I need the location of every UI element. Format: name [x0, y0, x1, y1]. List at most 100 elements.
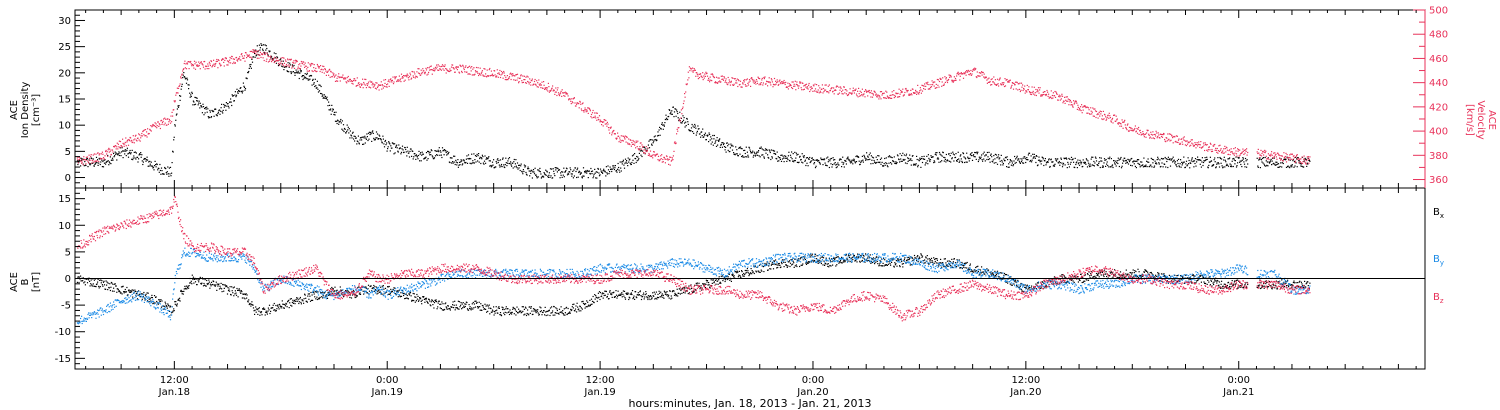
data-point — [725, 78, 727, 80]
data-point — [1180, 166, 1182, 168]
data-point — [1196, 159, 1198, 161]
data-point — [720, 81, 722, 83]
data-point — [549, 176, 551, 178]
data-point — [738, 146, 740, 149]
data-point — [250, 50, 252, 52]
data-point — [206, 68, 208, 70]
data-point — [453, 161, 455, 163]
data-point — [962, 153, 965, 155]
data-point — [894, 162, 896, 165]
data-point — [379, 135, 381, 137]
data-point — [141, 132, 143, 135]
data-point — [378, 138, 380, 140]
data-point — [915, 164, 917, 166]
data-point — [279, 64, 281, 66]
data-point — [934, 81, 936, 83]
data-point — [316, 87, 318, 89]
data-point — [756, 82, 759, 84]
data-point — [1206, 156, 1208, 158]
data-point — [362, 87, 364, 89]
data-point — [760, 84, 762, 86]
data-point — [1239, 154, 1241, 156]
data-point — [416, 71, 418, 73]
data-point — [782, 81, 784, 83]
data-point — [83, 165, 85, 167]
data-point — [876, 159, 878, 161]
data-point — [805, 83, 808, 85]
data-point — [1213, 159, 1215, 161]
data-point — [439, 154, 441, 156]
data-point — [1035, 94, 1037, 97]
data-point — [669, 164, 671, 166]
data-point — [981, 159, 983, 161]
data-point — [625, 161, 627, 163]
data-point — [1234, 147, 1236, 149]
data-point — [812, 159, 814, 161]
data-point — [791, 87, 793, 89]
data-point — [1162, 166, 1164, 168]
data-point — [183, 288, 185, 290]
data-point — [817, 89, 819, 91]
data-point — [99, 163, 101, 166]
data-point — [426, 159, 428, 161]
data-point — [445, 151, 447, 154]
data-point — [276, 57, 279, 59]
data-point — [481, 158, 483, 160]
data-point — [659, 159, 661, 161]
data-point — [111, 149, 114, 151]
data-point — [470, 70, 472, 72]
data-point — [163, 124, 165, 126]
data-point — [1051, 97, 1053, 100]
data-point — [1232, 165, 1234, 168]
data-point — [557, 167, 559, 170]
data-point — [475, 155, 478, 157]
data-point — [363, 143, 365, 145]
data-point — [229, 59, 231, 61]
data-point — [1229, 157, 1231, 159]
data-point — [243, 55, 246, 57]
data-point — [609, 171, 611, 173]
data-point — [199, 276, 201, 278]
data-point — [708, 132, 710, 134]
data-point — [1278, 166, 1280, 168]
data-point — [603, 170, 605, 172]
data-point — [135, 152, 137, 154]
data-point — [125, 155, 127, 157]
data-point — [381, 88, 383, 90]
data-point — [656, 135, 659, 137]
data-point — [1124, 119, 1126, 121]
data-point — [951, 81, 953, 83]
data-point — [1065, 99, 1067, 101]
data-point — [849, 159, 851, 161]
data-point — [1066, 158, 1068, 160]
data-point — [109, 289, 111, 292]
data-point — [594, 172, 596, 174]
data-point — [853, 159, 855, 161]
data-point — [184, 76, 186, 78]
data-point — [307, 62, 309, 64]
data-point — [1072, 106, 1074, 108]
data-point — [206, 106, 208, 108]
top-panel-marks — [76, 43, 1311, 179]
data-point — [978, 75, 980, 77]
data-point — [329, 76, 331, 78]
data-point — [428, 150, 430, 153]
data-point — [248, 54, 250, 56]
data-point — [95, 156, 98, 158]
data-point — [1121, 165, 1123, 167]
data-point — [104, 159, 106, 161]
data-point — [1119, 125, 1121, 127]
data-point — [674, 141, 676, 143]
data-point — [967, 71, 969, 73]
data-point — [802, 89, 804, 91]
data-point — [1083, 105, 1085, 107]
data-point — [1304, 161, 1306, 163]
data-point — [1233, 157, 1235, 160]
data-point — [76, 157, 78, 159]
data-point — [651, 143, 653, 145]
data-point — [347, 129, 349, 131]
data-point — [92, 162, 94, 164]
data-point — [221, 291, 223, 293]
data-point — [975, 158, 977, 160]
data-point — [1266, 158, 1268, 160]
